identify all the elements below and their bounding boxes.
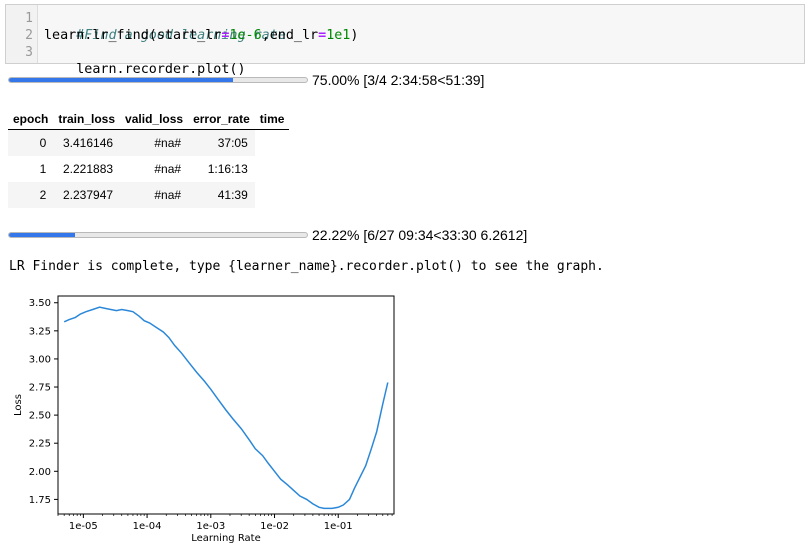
y-tick-label: 2.50 <box>29 411 51 422</box>
y-tick-label: 3.50 <box>29 298 51 309</box>
table-cell: 1 <box>8 156 54 182</box>
batch-progress-fill <box>9 233 76 237</box>
code-line-2[interactable]: learn.lr_find(start_lr=1e-6,end_lr=1e1) <box>44 27 358 44</box>
x-axis-label: Learning Rate <box>191 533 261 544</box>
code-token: learn.lr_find(start_lr <box>44 28 222 43</box>
table-cell <box>254 156 290 182</box>
x-axis: 1e-05 1e-04 1e-03 1e-02 1e-01 <box>57 514 393 532</box>
table-cell: 2 <box>8 182 54 208</box>
table-cell <box>254 129 290 156</box>
y-tick-label: 2.75 <box>29 383 51 394</box>
x-tick-label: 1e-05 <box>69 521 98 532</box>
table-row: 2 2.237947 #na# 41:39 <box>8 182 290 208</box>
epoch-progress-fill <box>9 78 233 82</box>
table-cell: 1:16:13 <box>188 156 255 182</box>
table-row: 1 2.221883 #na# 1:16:13 <box>8 156 290 182</box>
code-operator: = <box>221 28 230 43</box>
table-cell: #na# <box>120 129 189 156</box>
line-number: 3 <box>25 45 33 60</box>
table-cell: #na# <box>120 156 189 182</box>
code-number: 1e1 <box>326 28 351 43</box>
code-number: 1e-6 <box>229 28 262 43</box>
code-line-3[interactable]: learn.recorder.plot() <box>44 44 246 95</box>
plot-frame <box>57 295 395 515</box>
table-cell: 2.221883 <box>53 156 121 182</box>
code-token: learn.recorder.plot() <box>76 62 246 77</box>
y-tick-label: 3.25 <box>29 326 51 337</box>
code-comment: #Find a good learning rate <box>76 28 286 43</box>
line-number: 2 <box>25 28 33 43</box>
table-cell: 2.237947 <box>53 182 121 208</box>
table-header-row: epoch train_loss valid_loss error_rate t… <box>8 109 290 130</box>
epoch-progress-label: 75.00% [3/4 2:34:58<51:39] <box>312 72 485 88</box>
x-tick-label: 1e-03 <box>196 521 225 532</box>
y-axis-label: Loss <box>13 394 24 416</box>
epoch-progress-bar <box>8 77 308 83</box>
column-header: valid_loss <box>120 109 189 130</box>
column-header: time <box>254 109 290 130</box>
table-row: 0 3.416146 #na# 37:05 <box>8 129 290 156</box>
table-cell: 0 <box>8 129 54 156</box>
table-cell <box>254 182 290 208</box>
y-tick-label: 3.00 <box>29 354 51 365</box>
code-token: ,end_lr <box>261 28 319 43</box>
x-tick-label: 1e-02 <box>260 521 289 532</box>
x-tick-label: 1e-04 <box>133 521 162 532</box>
lr-finder-chart: 1.752.002.252.502.753.003.253.50 1e-05 1e… <box>13 295 395 544</box>
code-token: ) <box>350 28 359 43</box>
results-table: epoch train_loss valid_loss error_rate t… <box>8 109 290 208</box>
line-number-gutter: 1 2 3 <box>6 5 38 63</box>
y-tick-label: 2.25 <box>29 439 51 450</box>
y-axis: 1.75 2.00 2.25 2.50 2.75 3.00 3.25 3.50 <box>29 298 58 506</box>
column-header: epoch <box>8 109 54 130</box>
code-operator: = <box>318 28 327 43</box>
batch-progress-label: 22.22% [6/27 09:34<33:30 6.2612] <box>312 227 528 243</box>
table-cell: 41:39 <box>188 182 255 208</box>
line-number: 1 <box>25 11 33 26</box>
column-header: error_rate <box>188 109 255 130</box>
y-tick-label: 2.00 <box>29 467 51 478</box>
x-tick-label: 1e-01 <box>324 521 353 532</box>
table-cell: 37:05 <box>188 129 255 156</box>
table-cell: 3.416146 <box>53 129 121 156</box>
loss-curve <box>63 306 389 510</box>
column-header: train_loss <box>53 109 121 130</box>
lr-finder-message: LR Finder is complete, type {learner_nam… <box>9 259 604 274</box>
y-tick-label: 1.75 <box>29 495 51 506</box>
table-cell: #na# <box>120 182 189 208</box>
code-line-1[interactable]: #Find a good learning rate <box>44 10 286 61</box>
code-cell[interactable]: 1 2 3 #Find a good learning rate learn.l… <box>5 4 805 77</box>
batch-progress-bar <box>8 232 308 238</box>
